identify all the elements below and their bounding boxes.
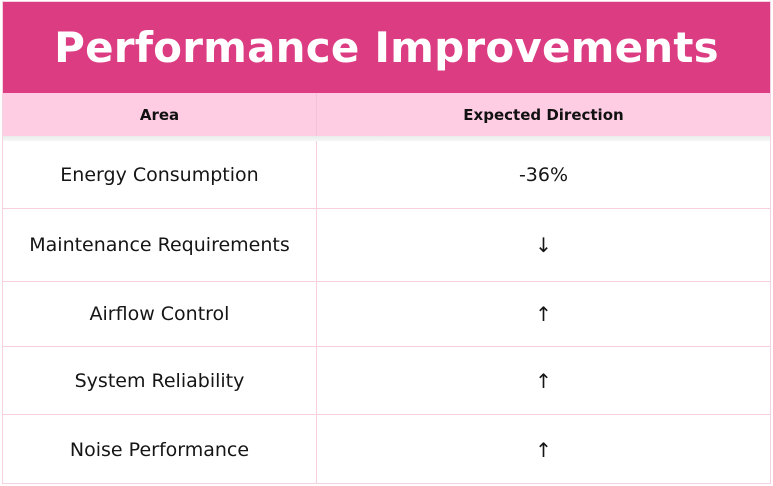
area-cell: Airflow Control	[3, 282, 317, 346]
table-row: Airflow Control ↑	[3, 282, 770, 347]
table-row: Energy Consumption -36%	[3, 141, 770, 209]
table-row: Maintenance Requirements ↓	[3, 209, 770, 282]
header-divider	[3, 136, 770, 141]
table-header-row: Area Expected Direction	[3, 93, 770, 136]
up-arrow-icon: ↑	[535, 302, 552, 326]
table-body: Energy Consumption -36% Maintenance Requ…	[3, 141, 770, 483]
column-header-expected-direction: Expected Direction	[463, 105, 624, 124]
area-cell: Noise Performance	[3, 415, 317, 483]
area-cell: Energy Consumption	[3, 141, 317, 208]
down-arrow-icon: ↓	[535, 233, 552, 257]
up-arrow-icon: ↑	[535, 368, 552, 393]
direction-cell: -36%	[518, 163, 569, 186]
table-row: System Reliability ↑	[3, 347, 770, 415]
table-row: Noise Performance ↑	[3, 415, 770, 483]
column-header-area: Area	[3, 93, 317, 136]
title-bar: Performance Improvements	[3, 2, 770, 93]
area-cell: System Reliability	[3, 347, 317, 414]
up-arrow-icon: ↑	[535, 438, 552, 462]
area-cell: Maintenance Requirements	[3, 209, 317, 281]
page-title: Performance Improvements	[54, 22, 719, 72]
